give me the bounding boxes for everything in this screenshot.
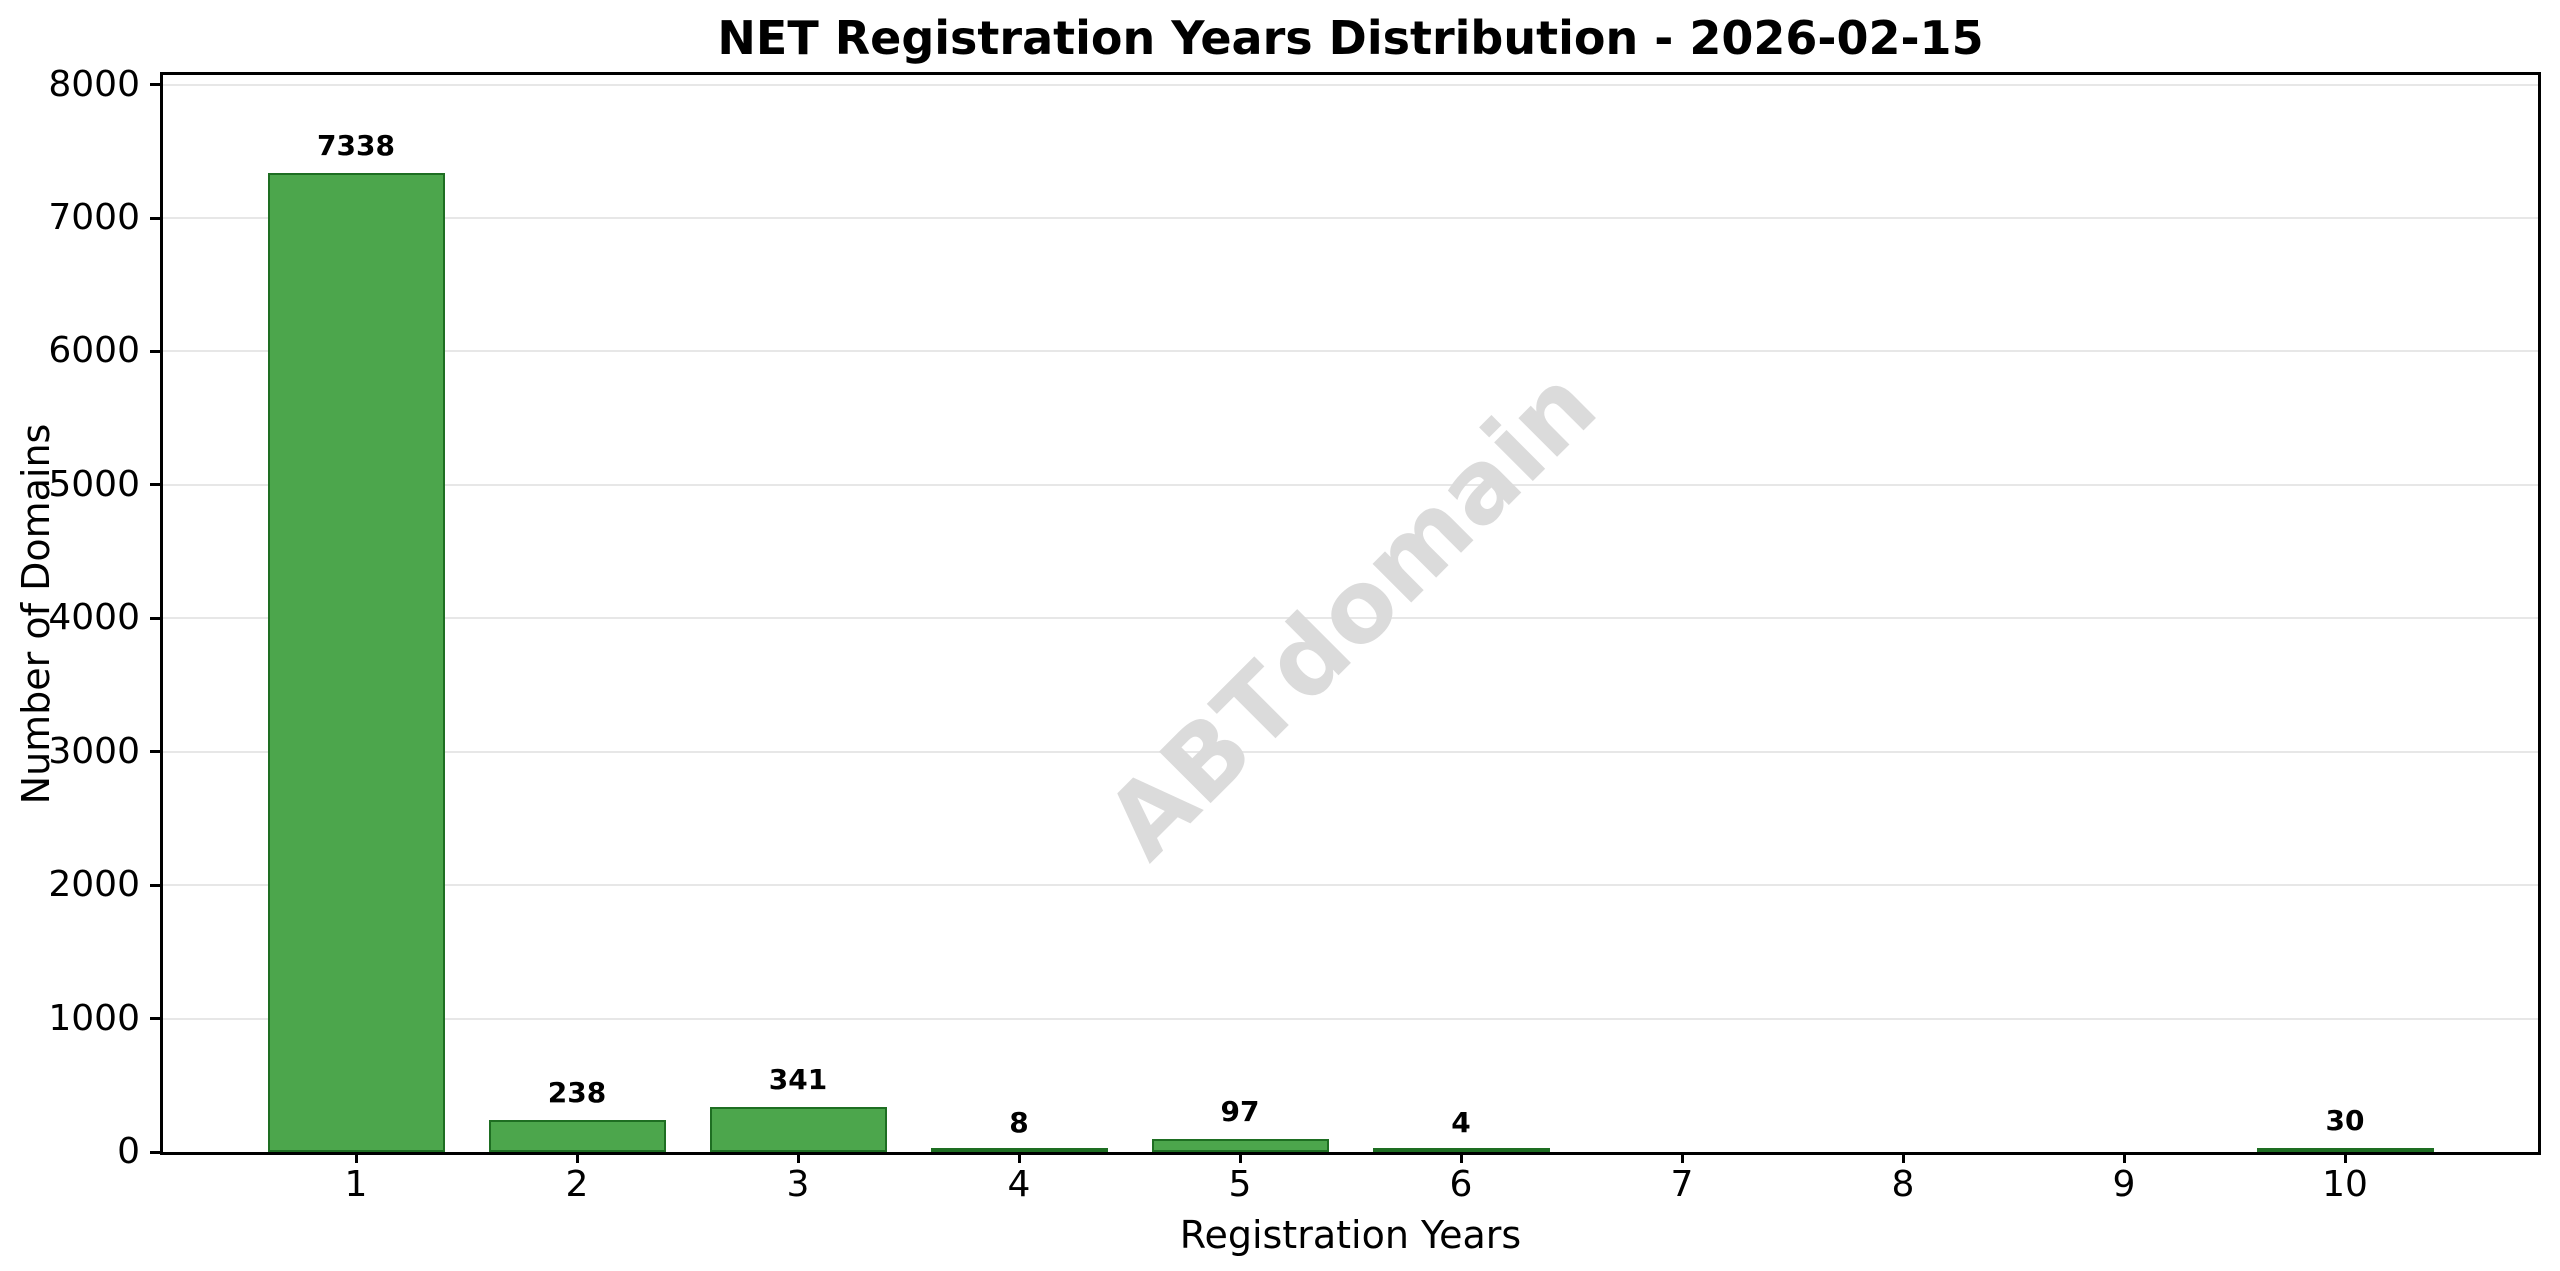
bar-value-label: 7338 [317, 128, 395, 162]
y-tick-mark [150, 349, 160, 353]
x-tick-label: 3 [786, 1164, 810, 1205]
y-tick-mark [150, 483, 160, 487]
y-gridline [163, 1017, 2538, 1020]
x-tick-mark [1901, 1152, 1905, 1163]
y-tick-label: 0 [117, 1131, 140, 1172]
y-tick-mark [150, 1017, 160, 1021]
y-tick-mark [150, 83, 160, 87]
x-tick-mark [1680, 1152, 1684, 1163]
x-tick-label: 1 [344, 1164, 368, 1205]
y-tick-mark [150, 1150, 160, 1154]
y-tick-label: 7000 [48, 197, 140, 239]
watermark-text: ABTdomain [1083, 346, 1618, 881]
x-tick-label: 10 [2322, 1164, 2368, 1205]
y-tick-label: 3000 [48, 730, 140, 772]
bar [488, 1120, 666, 1152]
x-tick-mark [1459, 1152, 1463, 1163]
y-gridline [163, 217, 2538, 220]
y-tick-mark [150, 216, 160, 220]
y-gridline [163, 884, 2538, 887]
x-tick-label: 5 [1228, 1164, 1252, 1205]
bar-value-label: 30 [2325, 1103, 2365, 1137]
plot-area: ABTdomain [160, 72, 2541, 1155]
bar [2256, 1148, 2434, 1152]
x-tick-mark [796, 1152, 800, 1163]
y-tick-label: 4000 [48, 597, 140, 639]
x-tick-label: 2 [565, 1164, 589, 1205]
y-tick-mark [150, 750, 160, 754]
bar [1151, 1139, 1329, 1152]
x-tick-mark [2343, 1152, 2347, 1163]
y-tick-label: 6000 [48, 330, 140, 372]
y-tick-label: 1000 [48, 997, 140, 1039]
x-tick-mark [2122, 1152, 2126, 1163]
y-gridline [163, 750, 2538, 753]
y-tick-label: 8000 [48, 63, 140, 105]
x-tick-mark [1238, 1152, 1242, 1163]
x-tick-label: 4 [1007, 1164, 1031, 1205]
x-tick-mark [575, 1152, 579, 1163]
x-tick-mark [354, 1152, 358, 1163]
x-tick-label: 6 [1449, 1164, 1473, 1205]
y-tick-mark [150, 616, 160, 620]
x-tick-label: 7 [1670, 1164, 1694, 1205]
bar-value-label: 8 [1009, 1106, 1029, 1139]
bar-value-label: 97 [1220, 1095, 1260, 1129]
bar [709, 1106, 887, 1152]
y-tick-label: 5000 [48, 463, 140, 505]
bar [267, 172, 445, 1152]
bar-value-label: 341 [768, 1062, 828, 1096]
bar-value-label: 238 [547, 1076, 607, 1110]
y-gridline [163, 350, 2538, 353]
y-gridline [163, 483, 2538, 486]
y-gridline [163, 617, 2538, 620]
y-gridline [163, 83, 2538, 86]
bar-value-label: 4 [1451, 1106, 1471, 1139]
x-tick-label: 9 [2112, 1164, 2136, 1205]
y-tick-mark [150, 883, 160, 887]
y-tick-label: 2000 [48, 864, 140, 906]
bar [1372, 1148, 1550, 1152]
x-tick-label: 8 [1891, 1164, 1915, 1205]
x-tick-mark [1017, 1152, 1021, 1163]
chart-title: NET Registration Years Distribution - 20… [717, 11, 1984, 65]
bar [930, 1148, 1108, 1152]
x-axis-label: Registration Years [1179, 1213, 1522, 1257]
